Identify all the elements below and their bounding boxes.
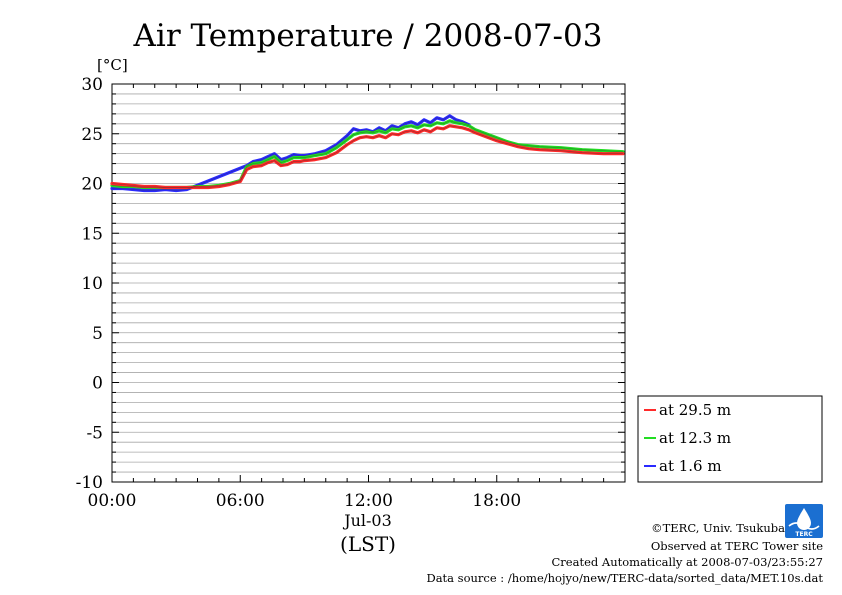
legend-box [637,395,823,483]
x-tick-label: 12:00 [344,491,393,511]
legend-label: at 1.6 m [659,457,722,475]
footer-created: Created Automatically at 2008-07-03/23:5… [552,555,824,569]
series-line [110,124,625,190]
series-line [110,119,625,190]
chart-title: Air Temperature / 2008-07-03 [133,18,603,54]
y-tick-label: -10 [76,473,103,493]
legend-label: at 29.5 m [659,401,731,419]
y-tick-label: 5 [92,324,103,344]
series-center-line [111,120,623,188]
legend: at 29.5 m at 12.3 m at 1.6 m [637,395,823,483]
x-date-label: Jul-03 [342,511,392,530]
x-tick-label: 06:00 [216,491,265,511]
series-lines [110,114,625,193]
footer-site: Observed at TERC Tower site [651,539,823,553]
series-center-line [112,115,470,191]
y-tick-label: 15 [81,224,103,244]
y-tick-labels: 30 25 20 15 10 5 0 -5 -10 [76,75,103,493]
footer-source: Data source : /home/hojyo/new/TERC-data/… [426,571,823,585]
legend-label: at 12.3 m [659,429,731,447]
y-tick-label: 10 [81,274,103,294]
y-tick-label: 25 [81,125,103,145]
y-tick-label: -5 [86,423,103,443]
x-tick-label: 18:00 [472,491,521,511]
y-unit-label: [°C] [97,56,128,74]
y-tick-label: 0 [92,374,103,394]
tick-marks [111,83,626,483]
x-tick-label: 00:00 [88,491,137,511]
x-axis-label: (LST) [340,532,396,556]
grid-lines [112,93,625,473]
terc-logo: TERC [785,504,823,538]
footer-copyright: ©TERC, Univ. Tsukuba [651,521,785,535]
x-tick-labels: 00:00 06:00 12:00 18:00 [88,491,522,511]
logo-text: TERC [795,531,813,538]
y-tick-label: 20 [81,175,103,195]
y-tick-label: 30 [81,75,103,95]
series-center-line [111,125,623,188]
